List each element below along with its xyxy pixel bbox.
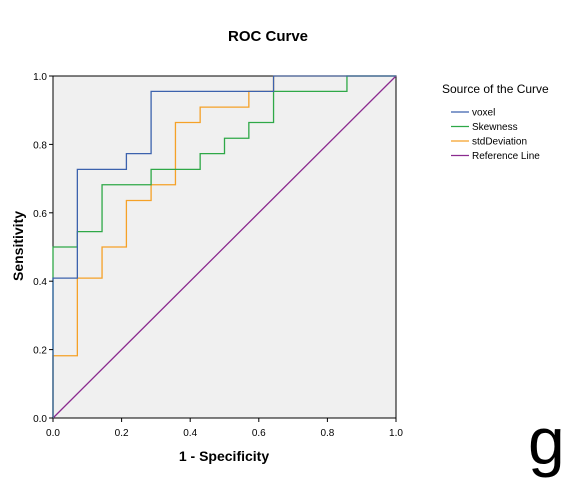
y-axis-label: Sensitivity (10, 211, 26, 281)
series-line-reference-line (52, 75, 397, 419)
series-line-voxel (52, 75, 396, 418)
x-tick-label: 0.6 (252, 428, 266, 439)
legend-label: Reference Line (472, 151, 540, 162)
legend-title: Source of the Curve (442, 82, 549, 96)
x-axis-label: 1 - Specificity (179, 448, 269, 464)
y-tick-label: 0.0 (33, 414, 47, 425)
y-tick-label: 0.4 (33, 277, 47, 288)
y-tick-label: 0.2 (33, 346, 47, 357)
x-tick-label: 0.0 (46, 428, 60, 439)
legend-label: voxel (472, 108, 495, 119)
panel-letter: g (528, 404, 565, 478)
chart-title: ROC Curve (228, 28, 308, 45)
legend-label: stdDeviation (472, 137, 527, 148)
legend-label: Skewness (472, 122, 518, 133)
x-tick-label: 0.4 (183, 428, 197, 439)
x-tick-label: 0.2 (115, 428, 129, 439)
legend: Source of the Curve voxel Skewness stdDevi… (442, 82, 549, 162)
y-tick-label: 1.0 (33, 72, 47, 83)
x-tick-label: 1.0 (389, 428, 403, 439)
y-tick-label: 0.6 (33, 209, 47, 220)
y-tick-label: 0.8 (33, 140, 47, 151)
x-tick-label: 0.8 (320, 428, 334, 439)
series-layer (52, 75, 397, 419)
axis-layer: 0.0 0.2 0.4 0.6 0.8 1.0 0.0 0.2 0.4 0.6 0.8 1.0 (33, 72, 403, 439)
